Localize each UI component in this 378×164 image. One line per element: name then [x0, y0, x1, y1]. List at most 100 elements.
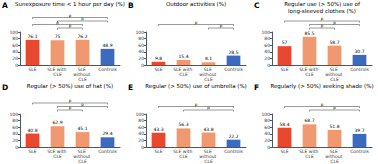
- svg-text:20: 20: [138, 138, 144, 143]
- svg-text:28.5: 28.5: [228, 50, 238, 55]
- svg-text:100: 100: [135, 30, 144, 35]
- svg-text:CLE: CLE: [53, 72, 62, 77]
- svg-text:p: p: [207, 105, 210, 110]
- svg-text:30.7: 30.7: [354, 49, 364, 54]
- svg-text:p: p: [81, 102, 84, 107]
- svg-text:p: p: [69, 98, 72, 103]
- svg-text:76.1: 76.1: [27, 34, 37, 39]
- svg-text:45.1: 45.1: [77, 126, 87, 131]
- svg-text:Outdoor activities (%): Outdoor activities (%): [166, 1, 226, 7]
- svg-text:40: 40: [12, 49, 18, 54]
- svg-text:p: p: [195, 20, 198, 25]
- svg-text:76.2: 76.2: [77, 34, 87, 39]
- svg-text:43.3: 43.3: [153, 127, 163, 132]
- svg-text:CLE: CLE: [330, 77, 339, 82]
- svg-text:Controls: Controls: [98, 149, 117, 154]
- svg-text:80: 80: [12, 36, 18, 41]
- svg-text:80: 80: [264, 36, 270, 41]
- svg-text:p: p: [321, 23, 324, 28]
- svg-text:SLE: SLE: [280, 67, 288, 72]
- svg-text:75: 75: [55, 34, 61, 39]
- svg-text:CLE: CLE: [78, 77, 87, 82]
- svg-text:20: 20: [12, 138, 18, 143]
- svg-text:SLE: SLE: [154, 67, 162, 72]
- svg-text:CLE: CLE: [78, 159, 87, 164]
- svg-text:CLE: CLE: [204, 159, 213, 164]
- svg-text:p: p: [321, 16, 324, 21]
- svg-text:9.8: 9.8: [155, 56, 162, 61]
- svg-text:B: B: [128, 1, 134, 10]
- svg-text:Regularly (> 50%) seeking shad: Regularly (> 50%) seeking shade (%): [270, 83, 373, 90]
- svg-text:0: 0: [15, 63, 18, 68]
- svg-text:Sunexposure time < 1 hour per: Sunexposure time < 1 hour per day (%): [15, 1, 125, 8]
- svg-text:100: 100: [9, 30, 18, 35]
- svg-text:SLE: SLE: [28, 149, 36, 154]
- svg-text:C: C: [254, 1, 260, 10]
- svg-text:60: 60: [264, 43, 270, 48]
- svg-text:40: 40: [138, 49, 144, 54]
- svg-text:CLE: CLE: [179, 154, 188, 159]
- svg-text:100: 100: [261, 30, 270, 35]
- svg-text:40: 40: [264, 131, 270, 136]
- svg-text:60: 60: [264, 125, 270, 130]
- svg-text:48.9: 48.9: [102, 43, 112, 48]
- svg-text:SLE: SLE: [280, 149, 288, 154]
- svg-text:51.8: 51.8: [329, 124, 339, 129]
- svg-text:40: 40: [12, 131, 18, 136]
- svg-text:D: D: [2, 83, 8, 92]
- svg-text:20: 20: [264, 56, 270, 61]
- svg-text:60: 60: [12, 125, 18, 130]
- svg-text:p: p: [333, 20, 336, 25]
- svg-text:p: p: [56, 20, 59, 25]
- svg-text:56.3: 56.3: [178, 122, 188, 127]
- svg-text:100: 100: [135, 112, 144, 117]
- svg-text:62.9: 62.9: [52, 120, 62, 125]
- svg-text:40.8: 40.8: [27, 128, 37, 133]
- svg-text:15.4: 15.4: [178, 54, 188, 59]
- svg-text:0: 0: [267, 145, 270, 150]
- svg-text:100: 100: [9, 112, 18, 117]
- svg-text:80: 80: [12, 118, 18, 123]
- svg-text:40: 40: [138, 131, 144, 136]
- svg-text:Controls: Controls: [350, 67, 369, 72]
- svg-text:0: 0: [141, 63, 144, 68]
- svg-text:Controls: Controls: [350, 149, 369, 154]
- svg-text:CLE: CLE: [53, 154, 62, 159]
- svg-text:80: 80: [138, 36, 144, 41]
- svg-text:20: 20: [138, 56, 144, 61]
- svg-text:29.4: 29.4: [102, 131, 112, 136]
- svg-text:A: A: [2, 1, 8, 10]
- svg-text:0: 0: [15, 145, 18, 150]
- svg-text:Regular (> 50%) use of umbrell: Regular (> 50%) use of umbrella (%): [145, 83, 247, 90]
- svg-text:Controls: Controls: [224, 67, 243, 72]
- svg-text:58.4: 58.4: [279, 122, 289, 127]
- svg-text:E: E: [128, 83, 133, 92]
- svg-text:p: p: [81, 16, 84, 21]
- svg-text:Controls: Controls: [98, 67, 117, 72]
- svg-text:40: 40: [264, 49, 270, 54]
- svg-text:58.7: 58.7: [329, 40, 339, 45]
- svg-text:p: p: [69, 13, 72, 18]
- svg-text:CLE: CLE: [305, 154, 314, 159]
- svg-text:22.2: 22.2: [228, 134, 238, 139]
- svg-text:20: 20: [12, 56, 18, 61]
- svg-text:60: 60: [138, 43, 144, 48]
- svg-text:100: 100: [261, 112, 270, 117]
- svg-text:CLE: CLE: [204, 77, 213, 82]
- svg-text:Regular (> 50%) use of hat (%): Regular (> 50%) use of hat (%): [27, 83, 113, 90]
- svg-text:p: p: [69, 105, 72, 110]
- svg-text:39.7: 39.7: [354, 128, 364, 133]
- svg-text:CLE: CLE: [179, 72, 188, 77]
- svg-text:F: F: [254, 83, 259, 92]
- svg-text:60: 60: [138, 125, 144, 130]
- svg-text:Controls: Controls: [224, 149, 243, 154]
- svg-text:CLE: CLE: [305, 72, 314, 77]
- svg-text:43.8: 43.8: [203, 127, 213, 132]
- svg-text:SLE: SLE: [28, 67, 36, 72]
- svg-text:60: 60: [12, 43, 18, 48]
- svg-text:68.7: 68.7: [304, 118, 314, 123]
- svg-text:8.1: 8.1: [205, 56, 212, 61]
- svg-text:CLE: CLE: [330, 159, 339, 164]
- svg-text:long-sleeved clothes (%): long-sleeved clothes (%): [288, 8, 356, 15]
- svg-text:SLE: SLE: [154, 149, 162, 154]
